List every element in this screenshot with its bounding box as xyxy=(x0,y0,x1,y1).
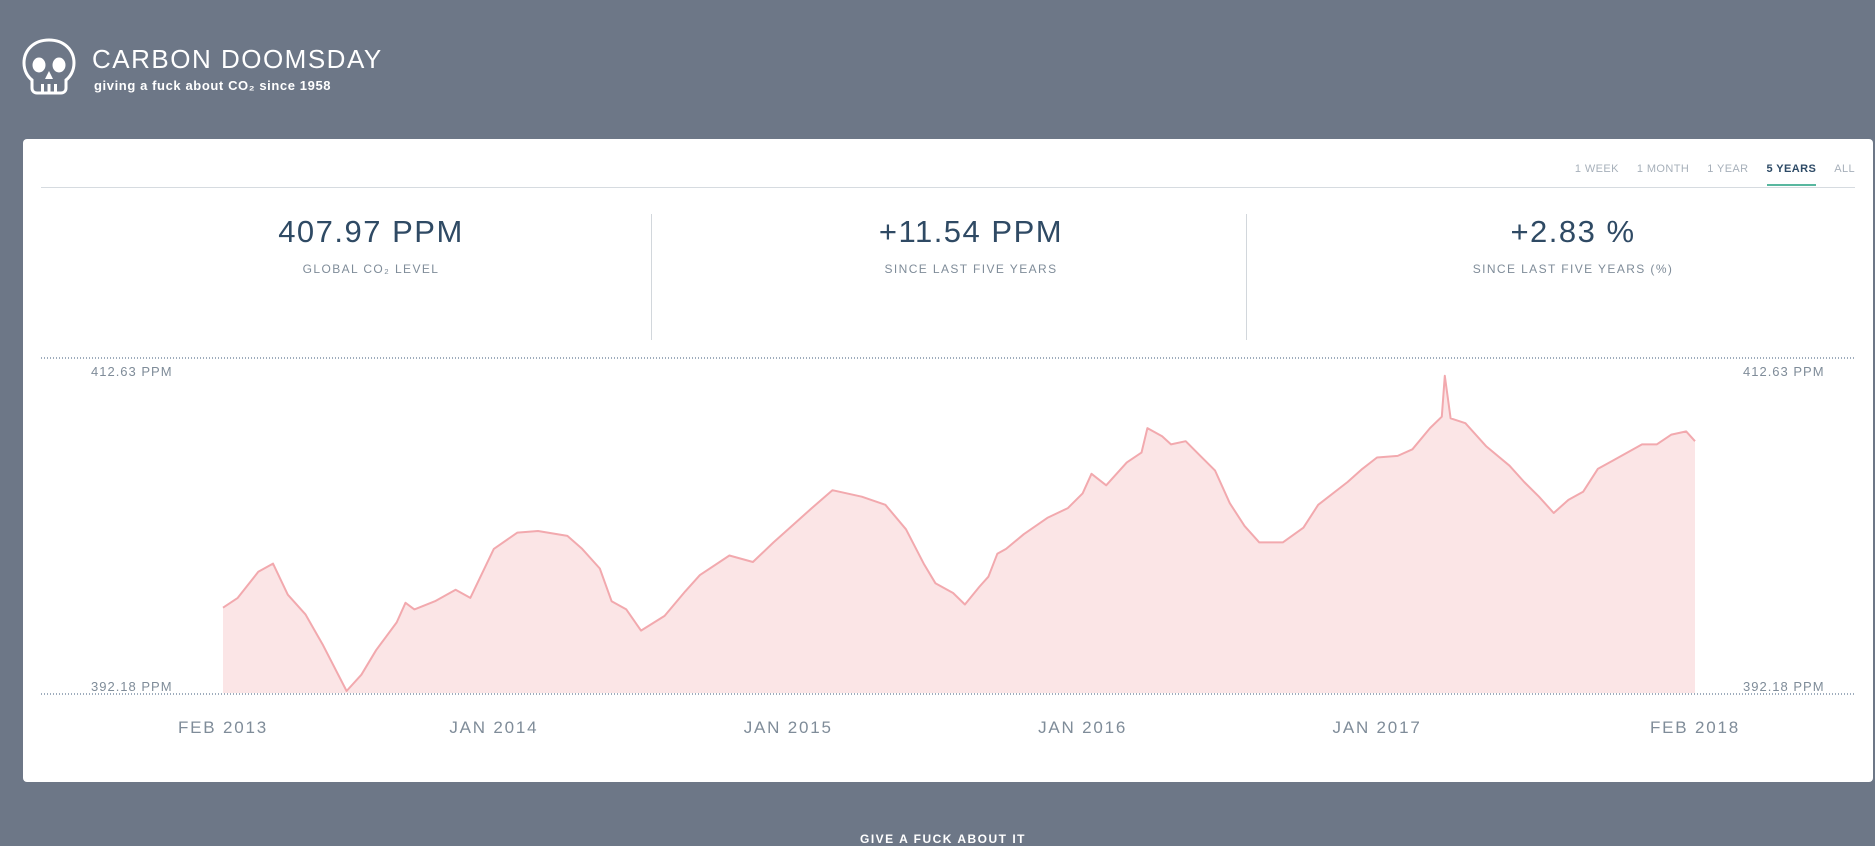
stat-value: +2.83 % xyxy=(1510,214,1636,249)
tab-5-years[interactable]: 5 YEARS xyxy=(1766,163,1817,186)
skull-icon[interactable] xyxy=(22,38,76,96)
stat-divider xyxy=(1246,214,1247,340)
stat-divider xyxy=(651,214,652,340)
stat-label: SINCE LAST FIVE YEARS xyxy=(884,262,1058,276)
x-tick-label: JAN 2016 xyxy=(1038,718,1127,737)
x-tick-label: JAN 2017 xyxy=(1333,718,1422,737)
stat-label: GLOBAL CO₂ LEVEL xyxy=(302,262,440,276)
tab-1-year[interactable]: 1 YEAR xyxy=(1707,163,1749,175)
tab-list: 1 WEEK 1 MONTH 1 YEAR 5 YEARS ALL xyxy=(1557,163,1855,186)
y-max-label-left: 412.63 PPM xyxy=(91,364,173,379)
stat-value: +11.54 PPM xyxy=(878,214,1064,249)
x-tick-label: JAN 2015 xyxy=(744,718,833,737)
y-max-label-right: 412.63 PPM xyxy=(1743,364,1825,379)
series-area xyxy=(223,375,1695,693)
co2-area-chart: 412.63 PPM 412.63 PPM 392.18 PPM 392.18 PPM… xyxy=(41,357,1855,737)
stat-change-percent: +2.83 % SINCE LAST FIVE YEARS (%) xyxy=(1273,214,1873,276)
x-tick-label: FEB 2013 xyxy=(178,718,268,737)
site-header: CARBON DOOMSDAY giving a fuck about CO₂ … xyxy=(22,38,622,98)
tab-1-week[interactable]: 1 WEEK xyxy=(1574,163,1619,175)
site-title: CARBON DOOMSDAY xyxy=(92,44,383,74)
co2-card: 1 WEEK 1 MONTH 1 YEAR 5 YEARS ALL 407.97 PPM… xyxy=(23,139,1873,782)
tab-1-month[interactable]: 1 MONTH xyxy=(1636,163,1690,175)
series-line xyxy=(222,374,1696,692)
stat-global-level: 407.97 PPM GLOBAL CO₂ LEVEL xyxy=(71,214,671,276)
stat-value: 407.97 PPM xyxy=(278,214,464,249)
stat-label: SINCE LAST FIVE YEARS (%) xyxy=(1472,262,1674,276)
y-min-label-left: 392.18 PPM xyxy=(91,679,173,694)
x-tick-label: JAN 2014 xyxy=(449,718,538,737)
footer-cta-link[interactable]: GIVE A FUCK ABOUT IT xyxy=(860,832,1026,846)
range-tabs: 1 WEEK 1 MONTH 1 YEAR 5 YEARS ALL xyxy=(41,139,1855,188)
stat-change-ppm: +11.54 PPM SINCE LAST FIVE YEARS xyxy=(671,214,1271,276)
y-min-label-right: 392.18 PPM xyxy=(1743,679,1825,694)
tab-all[interactable]: ALL xyxy=(1834,163,1855,175)
x-tick-label: FEB 2018 xyxy=(1650,718,1740,737)
site-tagline: giving a fuck about CO₂ since 1958 xyxy=(94,78,332,93)
